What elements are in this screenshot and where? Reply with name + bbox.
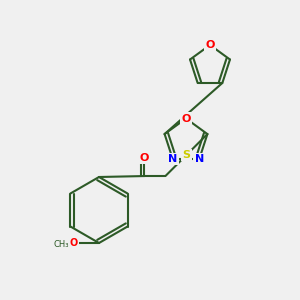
Text: O: O	[140, 153, 149, 163]
Text: O: O	[69, 238, 78, 248]
Text: O: O	[181, 113, 191, 124]
Text: CH₃: CH₃	[54, 240, 69, 249]
Text: N: N	[195, 154, 204, 164]
Text: N: N	[168, 154, 177, 164]
Text: S: S	[182, 150, 190, 160]
Text: O: O	[205, 40, 215, 50]
